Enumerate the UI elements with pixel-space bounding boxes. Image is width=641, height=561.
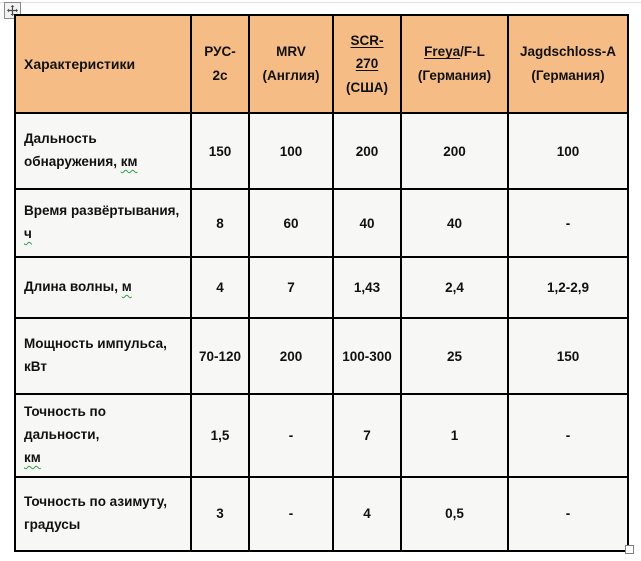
cell-value[interactable]: 25 — [400, 317, 509, 395]
radar-comparison-table: Характеристики РУС- 2с MRV (Англия) SCR-… — [14, 14, 629, 552]
row-label-unit: км — [120, 154, 138, 169]
cell-value[interactable]: 100 — [507, 112, 629, 190]
document-margin-line — [0, 2, 641, 3]
header-text: /F-L (Германия) — [417, 44, 492, 83]
header-text: РУС- 2с — [204, 44, 236, 83]
table-row: Длина волны, м 4 7 1,43 2,4 1,2-2,9 — [14, 256, 629, 319]
table-row: Точность по дальности, км 1,5 - 7 1 - — [14, 393, 629, 478]
row-label-range-accuracy[interactable]: Точность по дальности, км — [14, 393, 192, 478]
cell-value[interactable]: - — [507, 475, 629, 552]
table-row: Точность по азимуту, градусы 3 - 4 0,5 - — [14, 475, 629, 552]
row-label-text: Мощность импульса, кВт — [24, 336, 167, 374]
cell-value[interactable]: 200 — [332, 112, 402, 190]
cell-value[interactable]: 1,5 — [190, 393, 250, 478]
cell-value[interactable]: 100-300 — [332, 317, 402, 395]
cell-value[interactable]: 7 — [332, 393, 402, 478]
cell-value[interactable]: - — [248, 475, 334, 552]
cell-value[interactable]: - — [248, 393, 334, 478]
row-label-text: Дальность обнаружения, — [24, 131, 117, 169]
column-header-freya[interactable]: Freya/F-L (Германия) — [400, 14, 509, 114]
cell-value[interactable]: 8 — [190, 188, 250, 258]
cell-value[interactable]: 40 — [332, 188, 402, 258]
header-row: Характеристики РУС- 2с MRV (Англия) SCR-… — [14, 14, 629, 114]
cell-value[interactable]: 4 — [332, 475, 402, 552]
cell-value[interactable]: 0,5 — [400, 475, 509, 552]
row-label-text: Точность по дальности, — [24, 404, 106, 442]
cell-value[interactable]: 40 — [400, 188, 509, 258]
row-label-pulse-power[interactable]: Мощность импульса, кВт — [14, 317, 192, 395]
cell-value[interactable]: - — [507, 393, 629, 478]
cell-value[interactable]: 200 — [248, 317, 334, 395]
move-arrows-icon — [7, 5, 18, 16]
column-header-rus-2s[interactable]: РУС- 2с — [190, 14, 250, 114]
row-label-unit: ч — [24, 226, 32, 241]
row-label-azimuth-accuracy[interactable]: Точность по азимуту, градусы — [14, 475, 192, 552]
cell-value[interactable]: 1,43 — [332, 256, 402, 319]
cell-value[interactable]: 150 — [190, 112, 250, 190]
column-header-jagdschloss[interactable]: Jagdschloss-A (Германия) — [507, 14, 629, 114]
cell-value[interactable]: 1 — [400, 393, 509, 478]
row-label-wavelength[interactable]: Длина волны, м — [14, 256, 192, 319]
row-label-detection-range[interactable]: Дальность обнаружения, км — [14, 112, 192, 190]
row-label-unit: м — [121, 279, 132, 295]
cell-value[interactable]: 60 — [248, 188, 334, 258]
cell-value[interactable]: 7 — [248, 256, 334, 319]
cell-value[interactable]: 200 — [400, 112, 509, 190]
cell-value[interactable]: 100 — [248, 112, 334, 190]
row-label-text: Время развёртывания, — [24, 203, 180, 219]
cell-value[interactable]: - — [507, 188, 629, 258]
table-row: Дальность обнаружения, км 150 100 200 20… — [14, 112, 629, 190]
cell-value[interactable]: 4 — [190, 256, 250, 319]
cell-value[interactable]: 70-120 — [190, 317, 250, 395]
column-header-mrv[interactable]: MRV (Англия) — [248, 14, 334, 114]
cell-value[interactable]: 2,4 — [400, 256, 509, 319]
header-underlined-part: Freya — [424, 44, 461, 60]
row-label-text: Точность по азимуту, градусы — [24, 493, 168, 532]
header-text: MRV (Англия) — [262, 44, 320, 83]
table-row: Время развёртывания, ч 8 60 40 40 - — [14, 188, 629, 258]
header-underlined-part: SCR- 270 — [350, 32, 384, 72]
row-label-deployment-time[interactable]: Время развёртывания, ч — [14, 188, 192, 258]
row-label-unit: км — [24, 449, 41, 465]
cell-value[interactable]: 150 — [507, 317, 629, 395]
cell-value[interactable]: 1,2-2,9 — [507, 256, 629, 319]
column-header-characteristics[interactable]: Характеристики — [14, 14, 192, 114]
table-row: Мощность импульса, кВт 70-120 200 100-30… — [14, 317, 629, 395]
header-text: (США) — [345, 79, 389, 95]
header-text: Jagdschloss-A (Германия) — [519, 44, 617, 83]
row-label-text: Длина волны, — [24, 279, 122, 295]
cell-value[interactable]: 3 — [190, 475, 250, 552]
column-header-scr-270[interactable]: SCR- 270 (США) — [332, 14, 402, 114]
table-resize-handle[interactable] — [625, 545, 634, 554]
